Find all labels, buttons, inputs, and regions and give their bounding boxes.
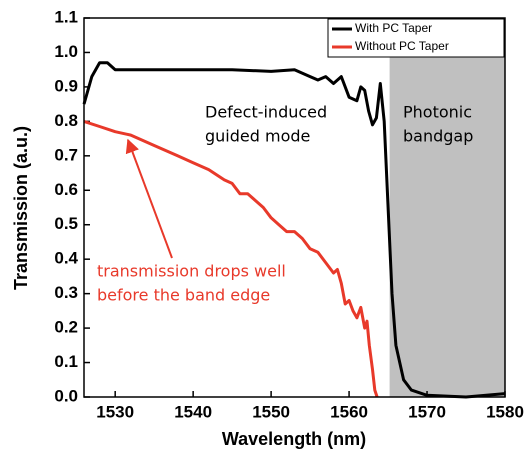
legend-box xyxy=(327,18,505,58)
plot-frame xyxy=(83,17,506,398)
annotation: bandgap xyxy=(403,127,473,146)
x-tick-label: 1570 xyxy=(408,402,446,421)
y-tick-label: 0.6 xyxy=(54,180,78,199)
annotation: Photonic xyxy=(403,103,472,122)
annotation: guided mode xyxy=(205,127,310,146)
y-tick-label: 0.3 xyxy=(54,283,78,302)
y-tick-label: 0.5 xyxy=(54,214,78,233)
y-axis-label: Transmission (a.u.) xyxy=(11,126,31,290)
x-tick-label: 1530 xyxy=(96,402,134,421)
y-tick-label: 1.0 xyxy=(54,42,78,61)
x-axis-label: Wavelength (nm) xyxy=(222,429,366,449)
y-tick-label: 1.1 xyxy=(54,7,78,26)
legend-label: With PC Taper xyxy=(355,21,432,35)
legend-label: Without PC Taper xyxy=(355,39,449,53)
y-tick-label: 0.7 xyxy=(54,145,78,164)
series-line xyxy=(83,119,379,398)
annotation-arrow xyxy=(125,138,173,259)
annotation: before the band edge xyxy=(97,286,270,305)
y-tick-label: 0.0 xyxy=(54,386,78,405)
bandgap-region xyxy=(389,18,505,397)
x-tick-label: 1580 xyxy=(486,402,524,421)
annotation: transmission drops well xyxy=(97,262,286,281)
y-tick-label: 0.4 xyxy=(54,249,78,268)
annotation: Defect-induced xyxy=(205,103,327,122)
y-tick-label: 0.2 xyxy=(54,318,78,337)
x-tick-label: 1550 xyxy=(252,402,290,421)
y-tick-label: 0.8 xyxy=(54,111,78,130)
y-tick-label: 0.9 xyxy=(54,76,78,95)
x-tick-label: 1560 xyxy=(330,402,368,421)
x-tick-label: 1540 xyxy=(174,402,212,421)
series-line xyxy=(82,61,506,399)
y-tick-label: 0.1 xyxy=(54,352,78,371)
